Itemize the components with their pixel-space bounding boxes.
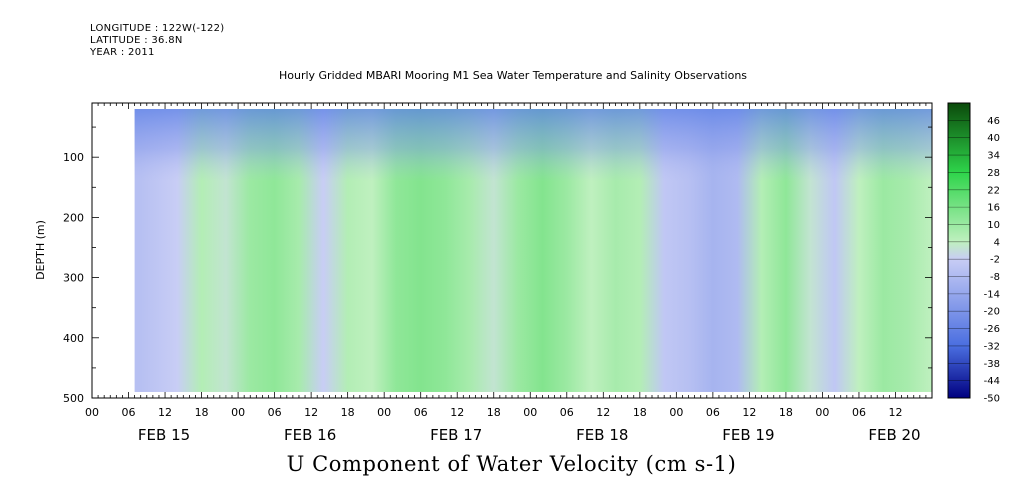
colorbar-tick-label: -32	[984, 341, 1000, 352]
y-tick-label: 200	[63, 211, 84, 224]
x-hour-tick-label: 00	[377, 406, 391, 419]
x-hour-tick-label: 06	[268, 406, 282, 419]
colorbar-tick-label: 46	[987, 116, 1000, 127]
x-hour-tick-label: 18	[195, 406, 209, 419]
x-hour-tick-label: 00	[669, 406, 683, 419]
longitude-label: LONGITUDE : 122W(-122)	[90, 23, 225, 34]
plot-area	[134, 109, 932, 392]
x-hour-tick-label: 12	[888, 406, 902, 419]
x-hour-tick-label: 00	[523, 406, 537, 419]
colorbar-tick-label: -20	[984, 307, 1000, 318]
colorbar-tick-label: 10	[987, 220, 1000, 231]
x-hour-tick-label: 18	[779, 406, 793, 419]
x-hour-tick-label: 06	[560, 406, 574, 419]
year-label: YEAR : 2011	[90, 47, 155, 58]
colorbar: 46 40 34 28 22 16 10 4 -2 -8 -14 -20 -26 -32 -38 -44 -50	[947, 102, 1000, 405]
x-hour-tick-label: 06	[852, 406, 866, 419]
colorbar-tick-label: 22	[987, 185, 1000, 196]
y-axis-label: DEPTH (m)	[34, 220, 47, 280]
x-hour-tick-label: 12	[304, 406, 318, 419]
x-hour-tick-label: 18	[341, 406, 355, 419]
colorbar-tick-label: -8	[990, 272, 1000, 283]
colorbar-tick-label: 4	[994, 237, 1000, 248]
y-tick-label: 300	[63, 272, 84, 285]
colorbar-tick-label: -44	[984, 376, 1000, 387]
chart-title: Hourly Gridded MBARI Mooring M1 Sea Wate…	[278, 69, 748, 82]
colorbar-swatch	[947, 102, 971, 399]
x-hour-tick-label: 06	[122, 406, 136, 419]
x-date-label: FEB 19	[722, 426, 774, 444]
colorbar-quantity-label: U Component of Water Velocity (cm s-1)	[286, 452, 737, 476]
x-hour-tick-label: 12	[596, 406, 610, 419]
y-axis: 100 200 300 400 500 DEPTH (m)	[34, 126, 932, 405]
y-tick-label: 400	[63, 332, 84, 345]
colorbar-tick-label: -50	[984, 394, 1000, 405]
x-date-label: FEB 15	[138, 426, 190, 444]
x-hour-tick-label: 12	[158, 406, 172, 419]
x-date-label: FEB 20	[868, 426, 920, 444]
x-hour-tick-label: 00	[815, 406, 829, 419]
x-date-label: FEB 18	[576, 426, 628, 444]
x-date-label: FEB 17	[430, 426, 482, 444]
x-hour-tick-label: 00	[231, 406, 245, 419]
colorbar-tick-label: -14	[984, 289, 1000, 300]
colorbar-tick-label: -26	[984, 324, 1000, 335]
y-tick-label: 500	[63, 392, 84, 405]
y-tick-label: 100	[63, 151, 84, 164]
x-hour-tick-label: 18	[487, 406, 501, 419]
x-hour-tick-label: 18	[633, 406, 647, 419]
colorbar-tick-label: 16	[987, 203, 1000, 214]
x-axis: 00 06 12 18 00 06 12 18 00 06 12 18 00 06 12 18 00 06 12 18…	[85, 103, 933, 444]
colorbar-tick-label: 34	[987, 151, 1000, 162]
colorbar-tick-label: 40	[987, 133, 1000, 144]
x-hour-tick-label: 12	[450, 406, 464, 419]
colorbar-tick-label: -2	[990, 255, 1000, 266]
colorbar-tick-label: 28	[987, 168, 1000, 179]
x-hour-tick-label: 00	[85, 406, 99, 419]
x-date-label: FEB 16	[284, 426, 336, 444]
latitude-label: LATITUDE : 36.8N	[90, 35, 183, 46]
x-hour-tick-label: 06	[706, 406, 720, 419]
x-hour-tick-label: 12	[742, 406, 756, 419]
x-hour-tick-label: 06	[414, 406, 428, 419]
heatmap-surface-layer	[134, 109, 932, 182]
colorbar-tick-label: -38	[984, 359, 1000, 370]
